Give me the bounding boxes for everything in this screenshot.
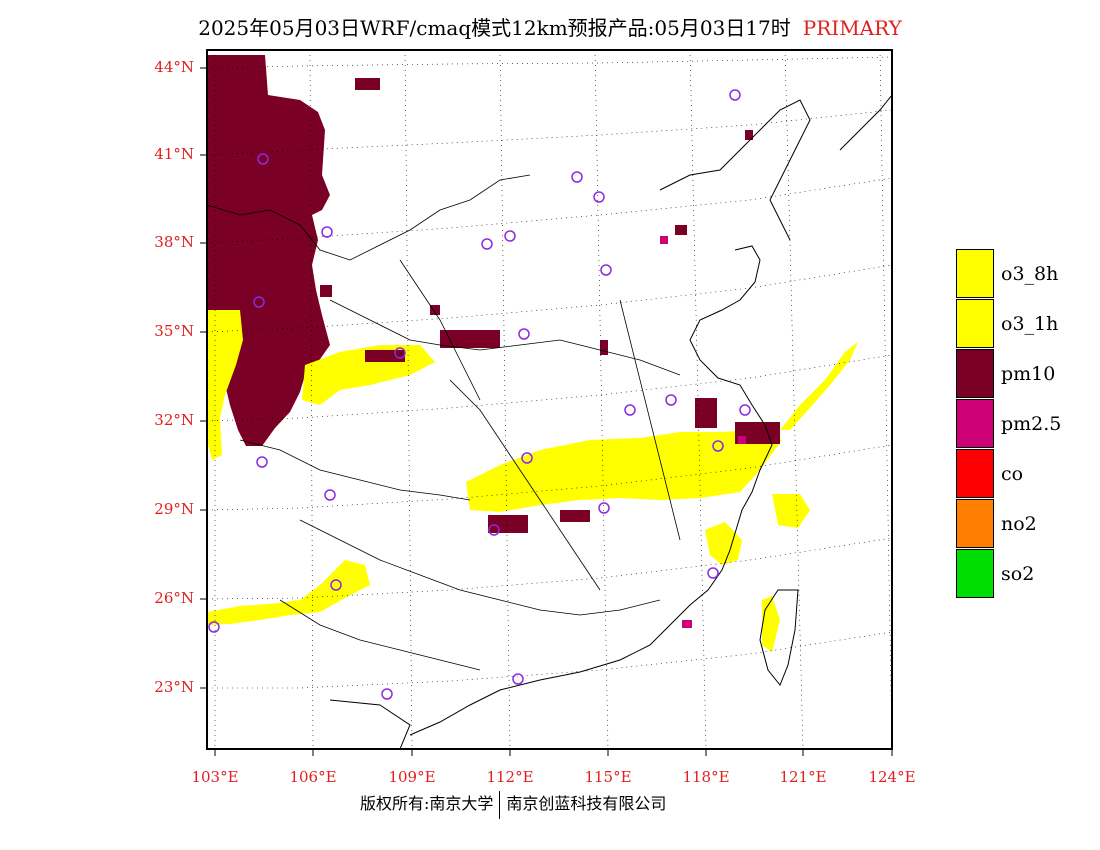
legend-label: o3_1h [1001,313,1059,335]
primary-tag: PRIMARY [802,16,902,40]
footer-separator [499,790,501,819]
legend-label: pm2.5 [1001,413,1062,435]
lon-label-124: 124°E [868,768,916,786]
legend-item-co: co [956,449,1096,499]
o3-region-southwest [207,560,370,625]
legend-swatch [956,549,994,598]
o3-region-east-coast [780,342,858,430]
hainan-outline [329,699,411,749]
legend-label: so2 [1001,563,1035,585]
lon-label-103: 103°E [191,768,239,786]
axis-ticks [200,67,893,756]
station-markers [208,89,751,700]
legend-item-o3-8h: o3_8h [956,249,1096,299]
o3-region-central [466,430,782,512]
legend-swatch [956,499,994,548]
legend-label: pm10 [1001,363,1056,385]
pm25-patches [660,236,746,628]
legend-item-so2: so2 [956,549,1096,599]
legend-swatch [956,449,994,498]
lat-label-38: 38°N [154,233,194,251]
legend-item-pm25: pm2.5 [956,399,1096,449]
o3-region-west [207,310,243,460]
lon-label-106: 106°E [289,768,337,786]
o3-region-zhejiang [772,494,810,528]
copyright-footer: 版权所有:南京大学 南京创蓝科技有限公司 [360,790,666,819]
pm10-patches [320,78,780,533]
lon-label-118: 118°E [682,768,730,786]
map-title: 2025年05月03日WRF/cmaq模式12km预报产品:05月03日17时 P… [0,12,1100,41]
lat-label-32: 32°N [154,411,194,429]
pollutant-legend: o3_8h o3_1h pm10 pm2.5 co no2 so2 [956,249,1096,599]
lon-label-121: 121°E [779,768,827,786]
korea-coast [839,94,892,151]
lat-label-44: 44°N [154,58,194,76]
lat-label-35: 35°N [154,322,194,340]
lat-label-26: 26°N [154,589,194,607]
legend-swatch [956,399,994,448]
legend-swatch [956,299,994,348]
lon-label-115: 115°E [584,768,632,786]
lon-label-112: 112°E [486,768,534,786]
legend-swatch [956,349,994,398]
legend-swatch [956,249,994,298]
coastline-north [659,99,811,241]
legend-item-no2: no2 [956,499,1096,549]
legend-label: o3_8h [1001,263,1059,285]
legend-item-pm10: pm10 [956,349,1096,399]
province-boundaries [207,174,681,671]
map-frame [206,49,893,750]
copyright-right: 南京创蓝科技有限公司 [506,794,667,813]
o3-region-taiwan [762,596,780,652]
legend-label: no2 [1001,513,1037,535]
lat-label-29: 29°N [154,500,194,518]
o3-region-fujian [705,522,742,565]
lat-label-23: 23°N [154,678,194,696]
legend-label: co [1001,463,1024,485]
coastline [409,245,773,736]
copyright-left: 版权所有:南京大学 [360,794,494,813]
lat-label-41: 41°N [154,145,194,163]
legend-item-o3-1h: o3_1h [956,299,1096,349]
lon-label-109: 109°E [388,768,436,786]
taiwan-outline [759,589,799,686]
title-text: 2025年05月03日WRF/cmaq模式12km预报产品:05月03日17时 [198,16,791,40]
